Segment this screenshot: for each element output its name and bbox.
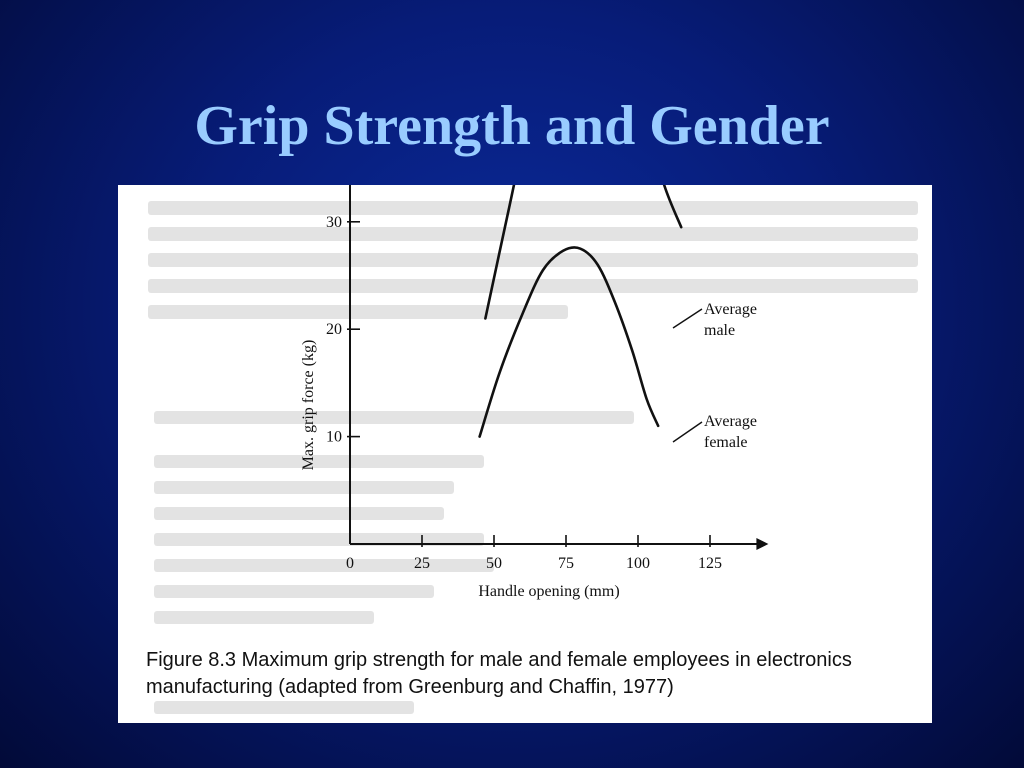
legend-label: Average bbox=[704, 413, 757, 430]
x-tick-label: 0 bbox=[346, 555, 354, 572]
x-tick-label: 100 bbox=[626, 555, 650, 572]
y-tick-label: 10 bbox=[326, 429, 342, 446]
legend-label: female bbox=[704, 434, 748, 451]
y-axis-title: Max. grip force (kg) bbox=[300, 340, 317, 471]
y-tick-label: 30 bbox=[326, 214, 342, 231]
legend-leader-line bbox=[672, 421, 703, 443]
x-tick-label: 25 bbox=[414, 555, 430, 572]
y-tick-label: 20 bbox=[326, 321, 342, 338]
legend-label: male bbox=[704, 322, 735, 339]
x-axis-arrow bbox=[756, 538, 769, 550]
figure-caption: Figure 8.3 Maximum grip strength for mal… bbox=[146, 649, 852, 698]
figure-panel: 10203040500255075100125 AveragemaleAvera… bbox=[118, 185, 932, 723]
x-axis-title: Handle opening (mm) bbox=[478, 583, 619, 600]
chart-axes bbox=[349, 185, 769, 550]
x-tick-label: 125 bbox=[698, 555, 722, 572]
background-texture bbox=[148, 201, 918, 714]
chart-legend: Average male Average female bbox=[672, 301, 757, 451]
chart-series bbox=[478, 185, 683, 438]
legend-label: Average bbox=[704, 301, 757, 318]
x-tick-label: 75 bbox=[558, 555, 574, 572]
x-tick-label: 50 bbox=[486, 555, 502, 572]
legend-leader-line bbox=[672, 308, 703, 329]
legend-male: Average male bbox=[672, 301, 757, 339]
grip-strength-chart: 10203040500255075100125 AveragemaleAvera… bbox=[148, 185, 918, 714]
chart-ticks: 10203040500255075100125 bbox=[326, 214, 722, 572]
slide-title: Grip Strength and Gender bbox=[194, 95, 830, 157]
legend-female: Average female bbox=[672, 413, 757, 451]
female-curve bbox=[478, 246, 660, 438]
